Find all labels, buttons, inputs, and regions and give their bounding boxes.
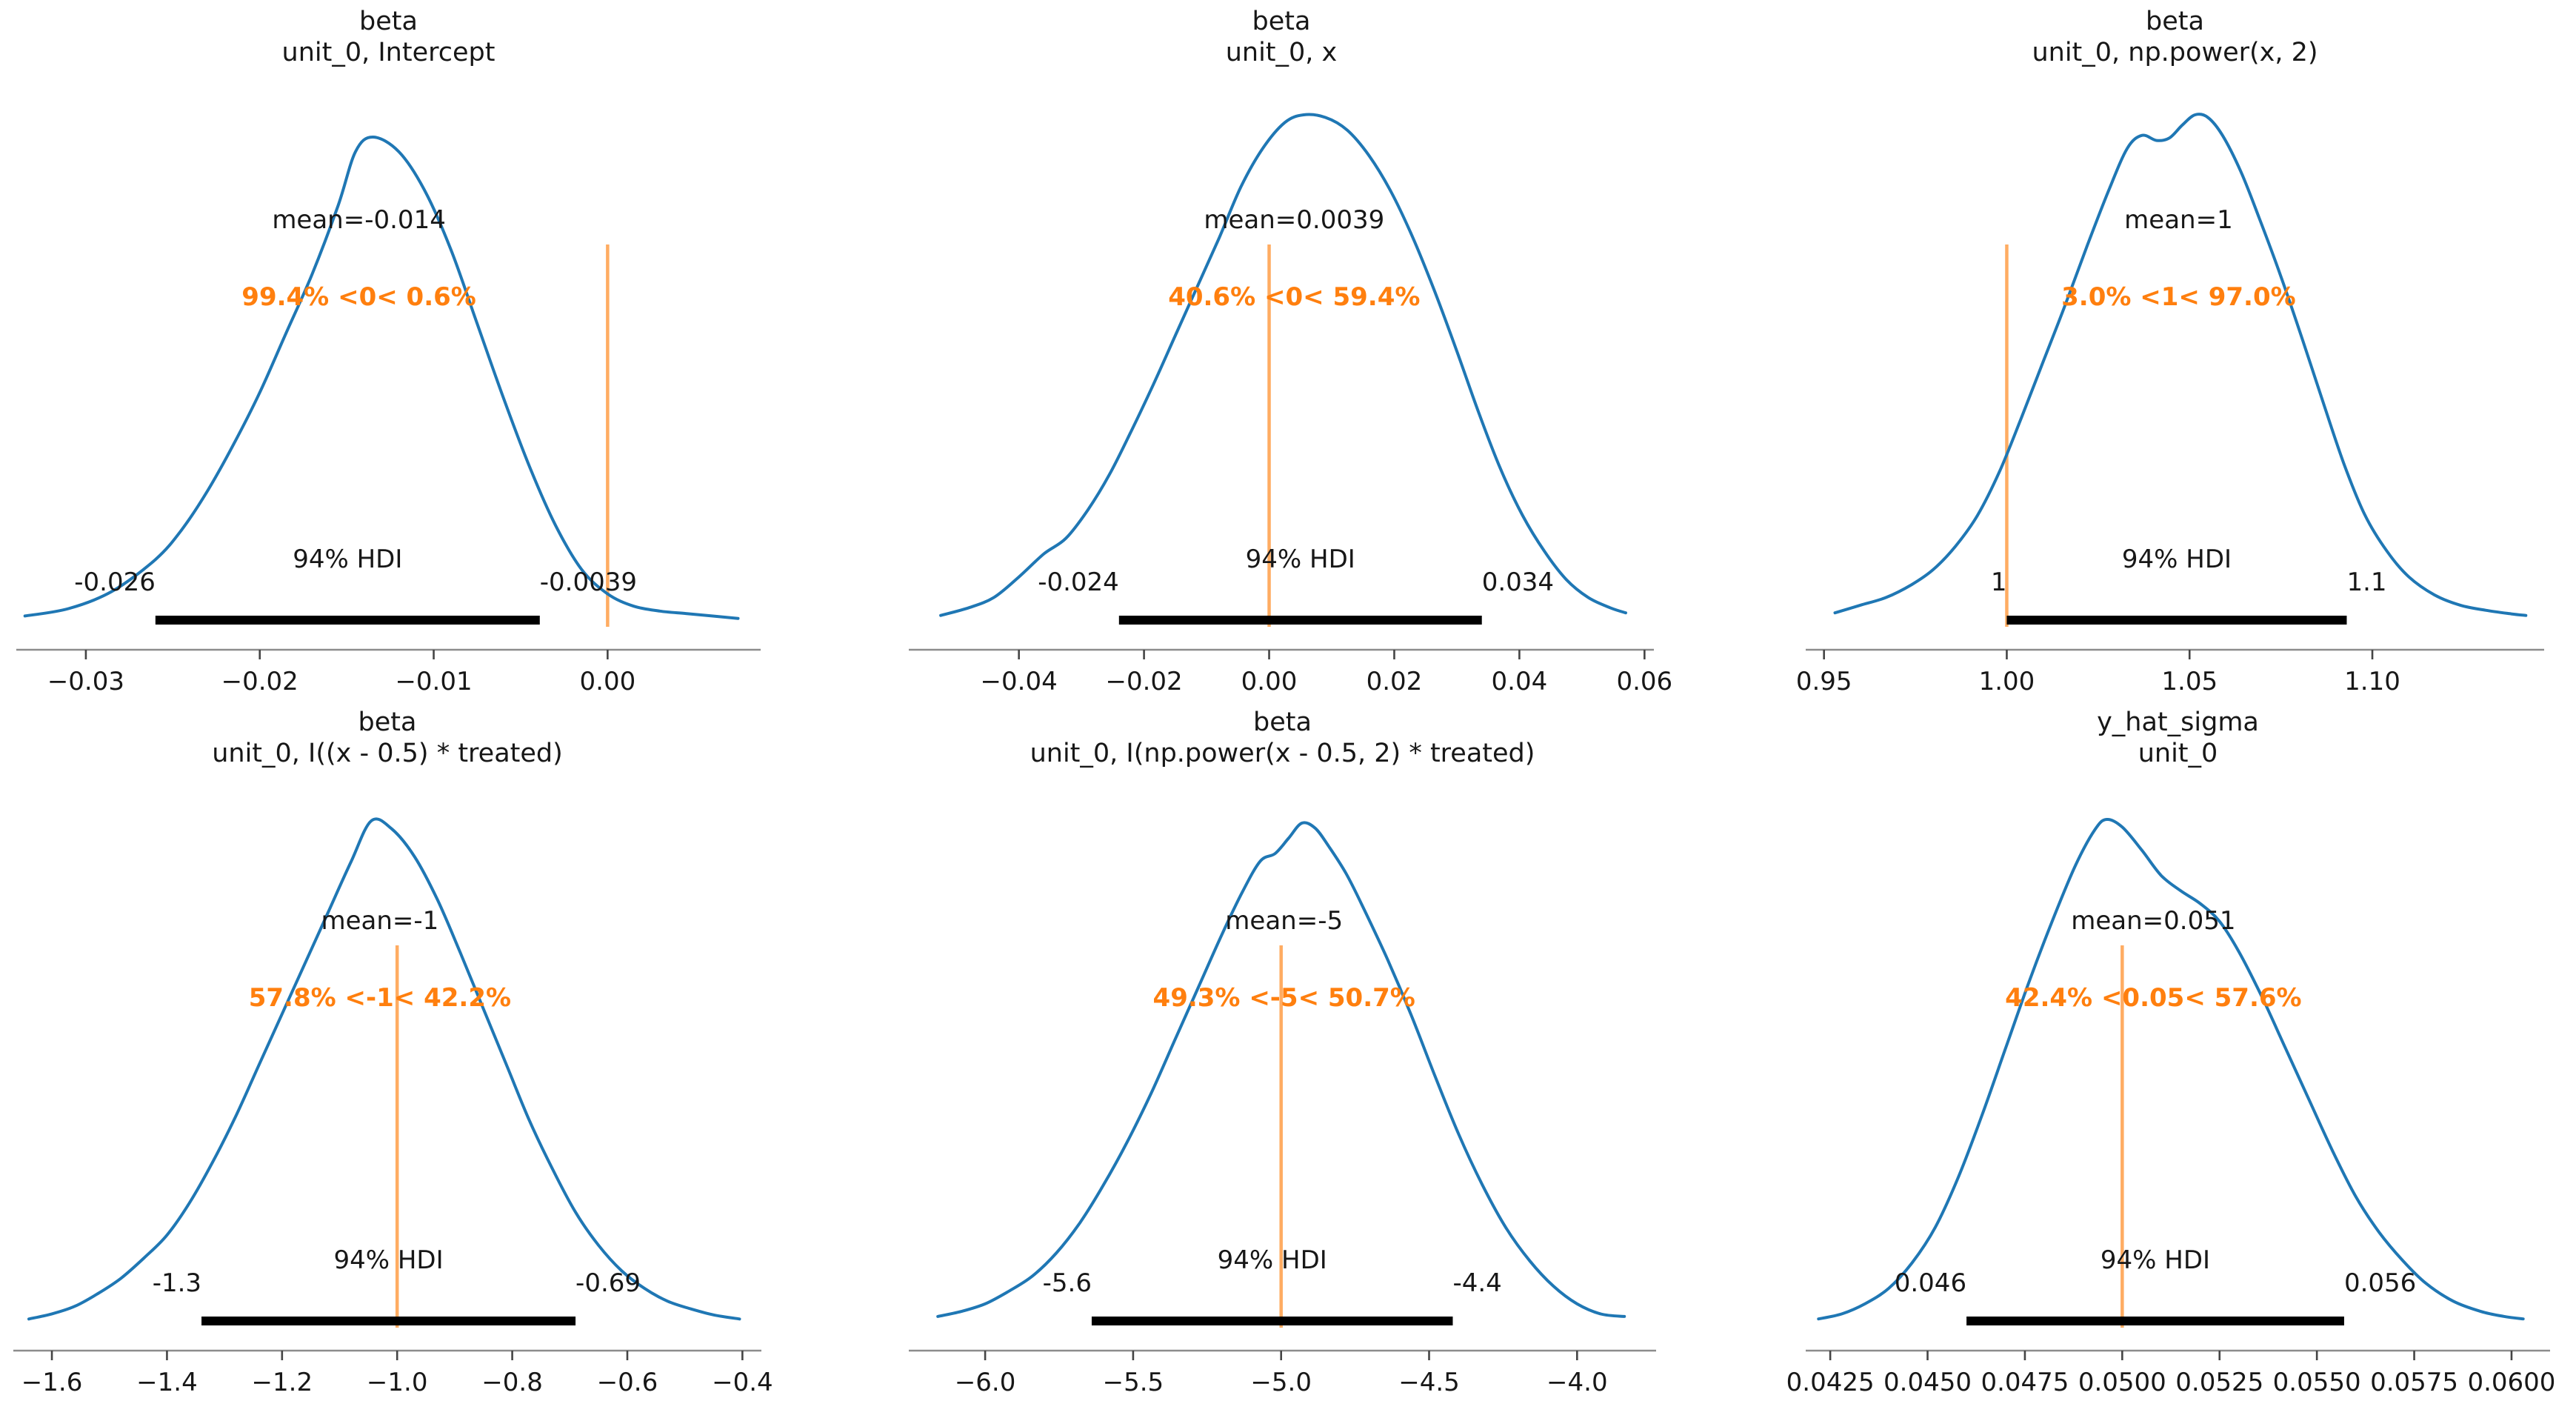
x-tick-label: −4.5 (1398, 1368, 1460, 1397)
x-tick-label: −1.4 (136, 1368, 198, 1397)
x-tick-label: 0.0475 (1981, 1368, 2069, 1397)
hdi-low-label: -5.6 (1043, 1268, 1092, 1298)
x-tick-label: 1.10 (2344, 667, 2400, 696)
x-tick-label: 0.00 (580, 667, 636, 696)
ref-value-text: 40.6% <0< 59.4% (1168, 282, 1420, 312)
plot-title-line2: unit_0, np.power(x, 2) (2032, 38, 2318, 67)
ref-value-text: 3.0% <1< 97.0% (2061, 282, 2296, 312)
hdi-high-label: 1.1 (2346, 568, 2386, 597)
ref-value-text: 42.4% <0.05< 57.6% (2005, 983, 2301, 1013)
x-tick-label: −6.0 (955, 1368, 1016, 1397)
hdi-high-label: -4.4 (1452, 1268, 1501, 1298)
plot-title-line1: beta (358, 708, 417, 737)
hdi-low-label: -1.3 (153, 1268, 201, 1298)
mean-label: mean=-0.014 (272, 205, 446, 235)
plot-title-line1: beta (1253, 708, 1312, 737)
posterior-subplot: −6.0 −5.5 −5.0 −4.5 −4.0 beta unit_0, I(np.pow… (859, 701, 1717, 1401)
posterior-subplot: 0.95 1.00 1.05 1.10 beta unit_0, np.power(x, … (1718, 0, 2576, 700)
hdi-text: 94% HDI (1218, 1245, 1327, 1275)
x-tick-label: 1.05 (2161, 667, 2218, 696)
x-tick-label: 0.04 (1492, 667, 1548, 696)
hdi-text: 94% HDI (293, 545, 402, 574)
mean-label: mean=1 (2124, 205, 2233, 235)
x-tick-label: −1.2 (252, 1368, 313, 1397)
x-tick-label: −1.0 (367, 1368, 428, 1397)
x-tick-label: 1.00 (1979, 667, 2035, 696)
plot-title-line1: beta (2146, 7, 2204, 36)
mean-label: mean=-1 (321, 906, 438, 936)
hdi-low-label: -0.026 (74, 568, 156, 597)
x-tick-label: −0.01 (395, 667, 472, 696)
plot-title-line2: unit_0, I(np.power(x - 0.5, 2) * treated… (1030, 739, 1535, 768)
posterior-plot-canvas: −1.6 −1.4 −1.2 −1.0 −0.8 −0.6 −0.4 betaunit_0, … (13, 708, 773, 1397)
hdi-text: 94% HDI (1246, 545, 1355, 574)
plot-title-line1: y_hat_sigma (2097, 708, 2259, 737)
plot-title-line2: unit_0 (2138, 739, 2218, 768)
x-tick-label: −5.0 (1250, 1368, 1312, 1397)
x-tick-label: −5.5 (1103, 1368, 1164, 1397)
posterior-plot-canvas: 0.0425 0.0450 0.0475 0.0500 0.0525 0.0550 0.05… (1786, 708, 2556, 1397)
posterior-subplot: 0.0425 0.0450 0.0475 0.0500 0.0525 0.0550 0.05… (1718, 701, 2576, 1401)
mean-label: mean=0.051 (2071, 906, 2235, 936)
hdi-high-label: 0.034 (1482, 568, 1554, 597)
x-tick-label: −0.4 (712, 1368, 773, 1397)
x-tick-label: 0.02 (1367, 667, 1423, 696)
kde-curve (23, 136, 740, 620)
kde-curve (27, 817, 741, 1321)
mean-label: mean=0.0039 (1204, 205, 1384, 235)
x-tick-label: 0.0525 (2175, 1368, 2263, 1397)
hdi-text: 94% HDI (2122, 545, 2232, 574)
posterior-subplot: −0.04 −0.02 0.00 0.02 0.04 0.06 beta unit_0, x m… (859, 0, 1717, 700)
hdi-high-label: 0.056 (2344, 1268, 2416, 1298)
kde-curve (1817, 817, 2525, 1321)
x-tick-label: −0.04 (981, 667, 1058, 696)
x-tick-label: 0.0425 (1786, 1368, 1875, 1397)
x-tick-label: −1.6 (21, 1368, 83, 1397)
hdi-high-label: -0.0039 (540, 568, 637, 597)
hdi-low-label: 1 (1991, 568, 2007, 597)
posterior-subplot: −0.03 −0.02 −0.01 0.00 beta unit_0, Intercept… (0, 0, 858, 700)
mean-label: mean=-5 (1225, 906, 1343, 936)
x-tick-label: −0.02 (221, 667, 298, 696)
x-tick-label: 0.06 (1616, 667, 1672, 696)
x-tick-label: −0.6 (597, 1368, 658, 1397)
hdi-text: 94% HDI (2100, 1245, 2210, 1275)
posterior-subplot: −1.6 −1.4 −1.2 −1.0 −0.8 −0.6 −0.4 beta unit_0, … (0, 701, 858, 1401)
x-tick-label: −0.03 (47, 667, 124, 696)
plot-title-line2: unit_0, x (1226, 38, 1338, 67)
x-tick-label: 0.0550 (2273, 1368, 2361, 1397)
x-tick-label: 0.95 (1796, 667, 1852, 696)
kde-curve (1833, 113, 2528, 617)
kde-curve (936, 821, 1626, 1318)
plot-title-line1: beta (359, 7, 418, 36)
x-tick-label: 0.00 (1241, 667, 1298, 696)
x-tick-label: 0.0575 (2370, 1368, 2458, 1397)
x-tick-label: −0.02 (1105, 667, 1182, 696)
plot-title-line1: beta (1252, 7, 1311, 36)
ref-value-text: 57.8% <-1< 42.2% (249, 983, 511, 1013)
plot-title-line2: unit_0, I((x - 0.5) * treated) (212, 739, 563, 768)
x-tick-label: −0.8 (481, 1368, 543, 1397)
hdi-low-label: 0.046 (1895, 1268, 1966, 1298)
x-tick-label: 0.0450 (1883, 1368, 1972, 1397)
kde-curve (939, 113, 1627, 617)
hdi-high-label: -0.69 (575, 1268, 641, 1298)
plot-title-line2: unit_0, Intercept (282, 38, 495, 67)
ref-value-text: 99.4% <0< 0.6% (241, 282, 476, 312)
x-tick-label: 0.0500 (2078, 1368, 2166, 1397)
hdi-low-label: -0.024 (1038, 568, 1119, 597)
hdi-text: 94% HDI (333, 1245, 443, 1275)
ref-value-text: 49.3% <-5< 50.7% (1153, 983, 1415, 1013)
x-tick-label: 0.0600 (2467, 1368, 2555, 1397)
x-tick-label: −4.0 (1546, 1368, 1608, 1397)
